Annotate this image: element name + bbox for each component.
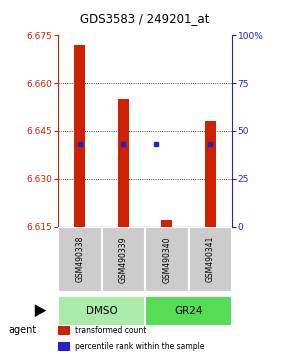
Text: agent: agent: [9, 325, 37, 335]
Text: DMSO: DMSO: [86, 306, 117, 316]
Text: transformed count: transformed count: [75, 326, 146, 335]
Bar: [161, 220, 172, 227]
Bar: [58, 342, 70, 351]
Polygon shape: [35, 304, 46, 317]
Bar: [58, 296, 145, 326]
Bar: [74, 45, 85, 227]
Text: GSM490340: GSM490340: [162, 236, 171, 282]
Bar: [118, 99, 129, 227]
Text: GSM490339: GSM490339: [119, 236, 128, 282]
Bar: [205, 121, 216, 227]
Bar: [58, 326, 70, 335]
Text: GR24: GR24: [174, 306, 203, 316]
Bar: [145, 296, 232, 326]
Bar: [58, 227, 102, 292]
Text: GSM490341: GSM490341: [206, 236, 215, 282]
Text: percentile rank within the sample: percentile rank within the sample: [75, 342, 204, 351]
Bar: [188, 227, 232, 292]
Bar: [145, 227, 188, 292]
Text: GDS3583 / 249201_at: GDS3583 / 249201_at: [80, 12, 210, 25]
Bar: [102, 227, 145, 292]
Text: GSM490338: GSM490338: [75, 236, 84, 282]
